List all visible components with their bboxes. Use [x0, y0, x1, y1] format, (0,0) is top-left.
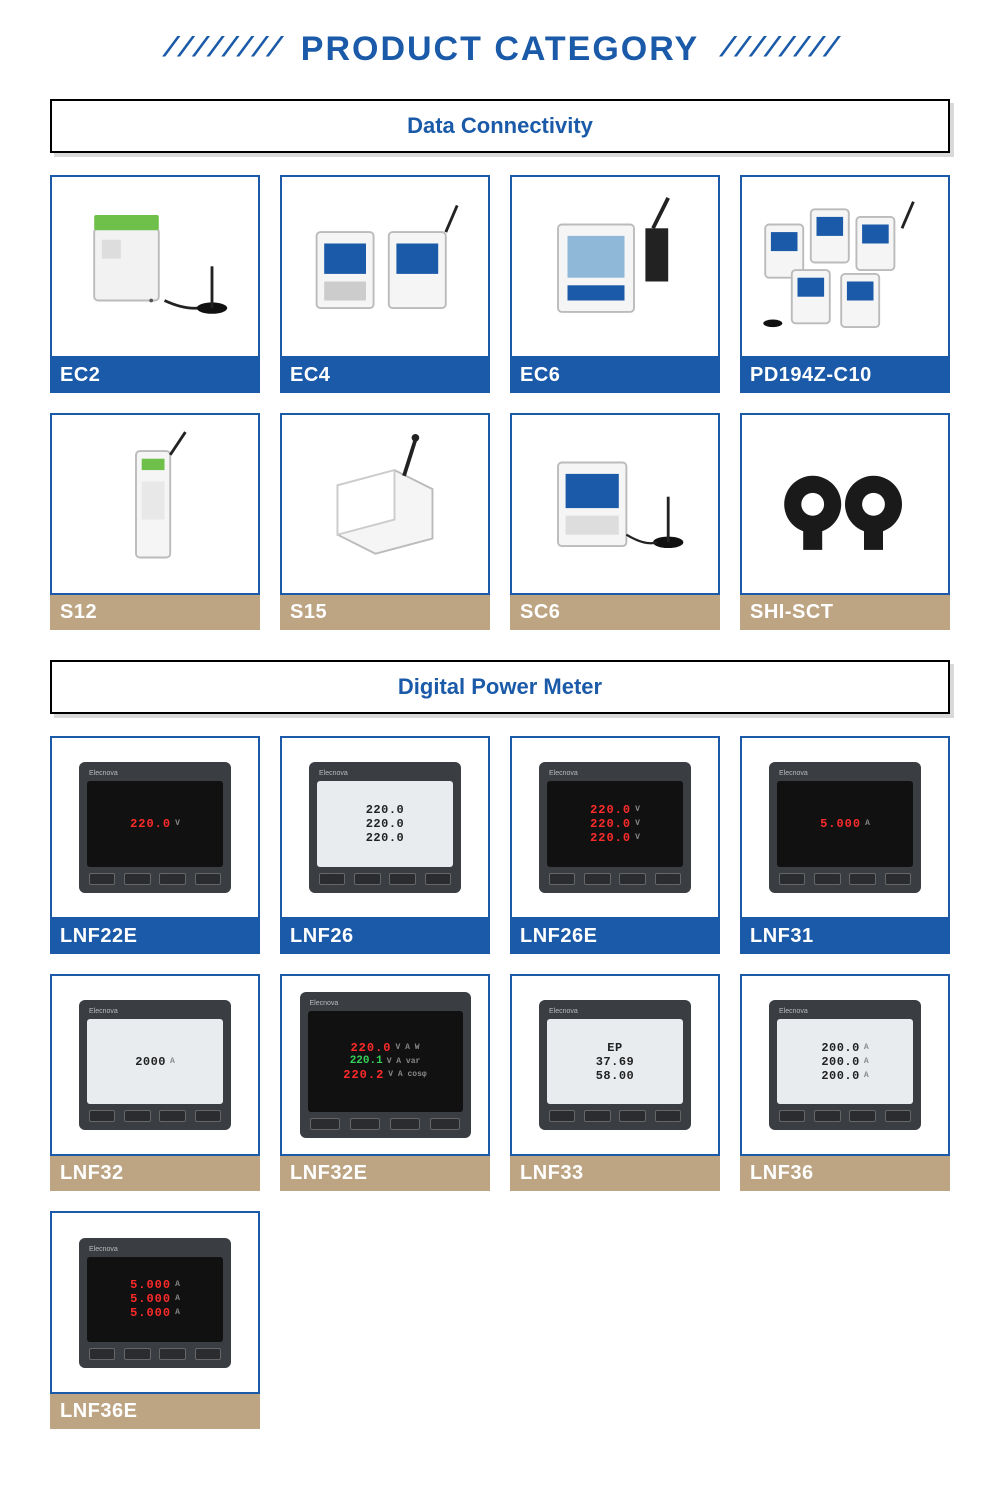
product-label: S12	[50, 595, 260, 630]
page-title: //////// PRODUCT CATEGORY ////////	[50, 30, 950, 69]
product-thumbnail: Elecnova5.000A5.000A5.000A	[50, 1211, 260, 1394]
product-card[interactable]: Elecnova2000ALNF32	[50, 974, 260, 1192]
product-card[interactable]: Elecnova200.0A200.0A200.0ALNF36	[740, 974, 950, 1192]
product-thumbnail: Elecnova220.0V220.0V220.0V	[510, 736, 720, 919]
deco-slashes-left: ////////	[162, 34, 280, 65]
product-label: PD194Z-C10	[740, 358, 950, 393]
product-label: SHI-SCT	[740, 595, 950, 630]
product-card[interactable]: Elecnova5.000A5.000A5.000ALNF36E	[50, 1211, 260, 1429]
product-card[interactable]: SHI-SCT	[740, 413, 950, 631]
product-card[interactable]: EC6	[510, 175, 720, 393]
section-header: Data Connectivity	[50, 99, 950, 153]
product-thumbnail	[510, 413, 720, 596]
product-label: EC6	[510, 358, 720, 393]
product-label: LNF31	[740, 919, 950, 954]
product-thumbnail	[280, 413, 490, 596]
product-card[interactable]: S15	[280, 413, 490, 631]
product-card[interactable]: Elecnova220.0V A W220.1V A var220.2V A c…	[280, 974, 490, 1192]
product-label: LNF22E	[50, 919, 260, 954]
product-label: LNF32E	[280, 1156, 490, 1191]
product-card[interactable]: ElecnovaEP37.6958.00LNF33	[510, 974, 720, 1192]
product-card[interactable]: Elecnova220.0V220.0V220.0VLNF26E	[510, 736, 720, 954]
product-thumbnail	[510, 175, 720, 358]
product-thumbnail: Elecnova220.0V A W220.1V A var220.2V A c…	[280, 974, 490, 1157]
section-header: Digital Power Meter	[50, 660, 950, 714]
product-thumbnail	[50, 413, 260, 596]
product-card[interactable]: SC6	[510, 413, 720, 631]
product-card[interactable]: S12	[50, 413, 260, 631]
product-thumbnail	[280, 175, 490, 358]
product-thumbnail: Elecnova2000A	[50, 974, 260, 1157]
product-thumbnail: ElecnovaEP37.6958.00	[510, 974, 720, 1157]
product-label: S15	[280, 595, 490, 630]
product-thumbnail: Elecnova220.0220.0220.0	[280, 736, 490, 919]
product-label: LNF33	[510, 1156, 720, 1191]
product-thumbnail	[50, 175, 260, 358]
product-label: LNF36E	[50, 1394, 260, 1429]
product-label: LNF26	[280, 919, 490, 954]
product-thumbnail: Elecnova5.000A	[740, 736, 950, 919]
product-label: LNF36	[740, 1156, 950, 1191]
product-label: EC2	[50, 358, 260, 393]
product-label: LNF32	[50, 1156, 260, 1191]
product-thumbnail	[740, 175, 950, 358]
page-title-text: PRODUCT CATEGORY	[301, 30, 699, 69]
product-card[interactable]: EC4	[280, 175, 490, 393]
product-grid: EC2 EC4 EC6 PD194Z-C10 S12 S15	[50, 175, 950, 630]
product-thumbnail: Elecnova200.0A200.0A200.0A	[740, 974, 950, 1157]
product-card[interactable]: PD194Z-C10	[740, 175, 950, 393]
product-label: LNF26E	[510, 919, 720, 954]
product-thumbnail: Elecnova220.0V	[50, 736, 260, 919]
product-label: EC4	[280, 358, 490, 393]
product-thumbnail	[740, 413, 950, 596]
product-label: SC6	[510, 595, 720, 630]
deco-slashes-right: ////////	[719, 34, 837, 65]
product-card[interactable]: Elecnova5.000ALNF31	[740, 736, 950, 954]
product-card[interactable]: Elecnova220.0VLNF22E	[50, 736, 260, 954]
product-card[interactable]: Elecnova220.0220.0220.0LNF26	[280, 736, 490, 954]
product-grid: Elecnova220.0VLNF22EElecnova220.0220.022…	[50, 736, 950, 1429]
product-card[interactable]: EC2	[50, 175, 260, 393]
